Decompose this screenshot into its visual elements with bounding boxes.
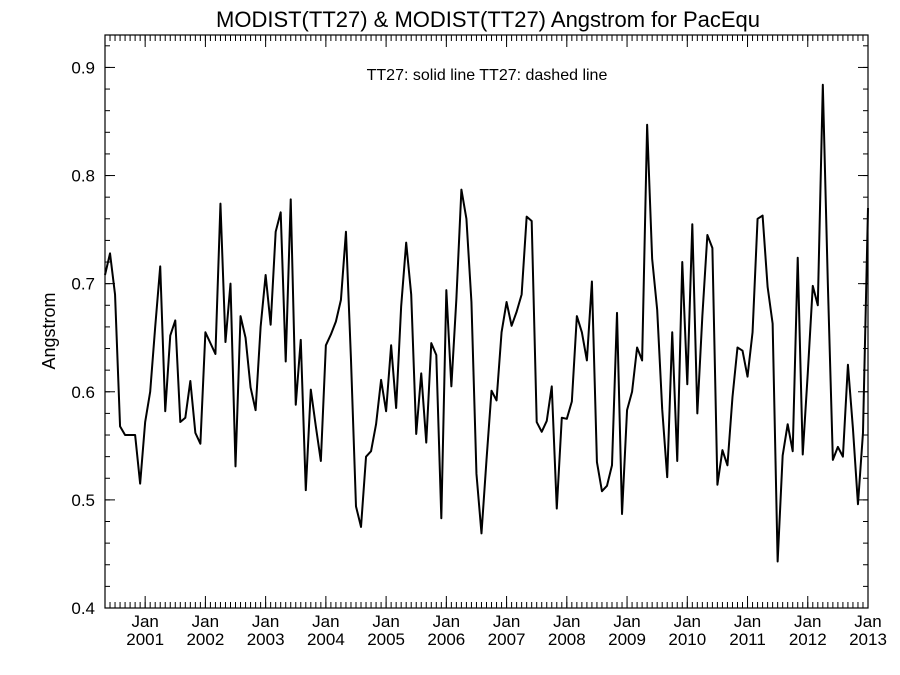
x-tick-label-month: Jan <box>192 612 219 631</box>
y-tick-label: 0.5 <box>71 491 95 510</box>
x-tick-label-month: Jan <box>312 612 339 631</box>
x-tick-label-month: Jan <box>372 612 399 631</box>
x-tick-label-month: Jan <box>854 612 881 631</box>
x-tick-label-month: Jan <box>553 612 580 631</box>
chart-title: MODIST(TT27) & MODIST(TT27) Angstrom for… <box>216 7 760 32</box>
x-tick-label-month: Jan <box>613 612 640 631</box>
y-tick-label: 0.6 <box>71 383 95 402</box>
x-tick-label-year: 2012 <box>789 630 827 649</box>
x-tick-label-year: 2004 <box>307 630 345 649</box>
x-tick-label-month: Jan <box>433 612 460 631</box>
x-tick-label-year: 2002 <box>186 630 224 649</box>
y-axis-label: Angstrom <box>39 292 59 369</box>
x-tick-label-month: Jan <box>794 612 821 631</box>
x-tick-label-month: Jan <box>734 612 761 631</box>
series-line <box>104 83 869 563</box>
x-tick-label-month: Jan <box>252 612 279 631</box>
y-tick-label: 0.7 <box>71 275 95 294</box>
x-tick-label-year: 2005 <box>367 630 405 649</box>
series-lines <box>104 83 869 563</box>
x-tick-label-month: Jan <box>131 612 158 631</box>
y-tick-label: 0.8 <box>71 167 95 186</box>
series-annotation: TT27: solid line TT27: dashed line <box>367 67 608 84</box>
x-tick-label-year: 2006 <box>427 630 465 649</box>
x-tick-label-month: Jan <box>674 612 701 631</box>
x-tick-label-month: Jan <box>493 612 520 631</box>
tick-labels: 0.40.50.60.70.80.9Jan2001Jan2002Jan2003J… <box>71 58 887 649</box>
x-tick-label-year: 2008 <box>548 630 586 649</box>
y-tick-label: 0.9 <box>71 58 95 77</box>
x-tick-label-year: 2009 <box>608 630 646 649</box>
y-tick-label: 0.4 <box>71 599 95 618</box>
x-tick-label-year: 2011 <box>729 630 766 649</box>
axis-ticks <box>104 35 869 609</box>
x-tick-label-year: 2013 <box>849 630 887 649</box>
x-tick-label-year: 2010 <box>668 630 706 649</box>
x-tick-label-year: 2003 <box>247 630 285 649</box>
x-tick-label-year: 2007 <box>488 630 526 649</box>
x-tick-label-year: 2001 <box>126 630 164 649</box>
